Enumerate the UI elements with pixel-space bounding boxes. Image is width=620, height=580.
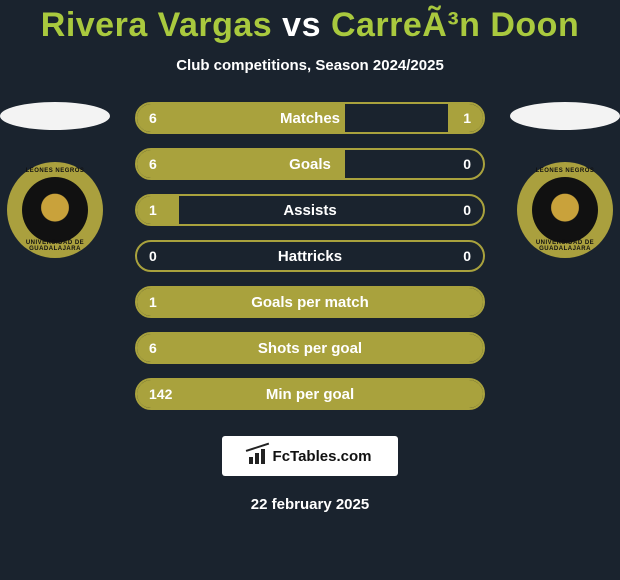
brand-text: FcTables.com [273, 448, 372, 465]
stat-value-left: 6 [149, 110, 157, 126]
stat-label: Goals [289, 156, 331, 173]
stat-label: Goals per match [251, 294, 369, 311]
club-left-name-top: LEONES NEGROS [7, 168, 103, 174]
lion-icon [31, 186, 79, 234]
player-right-column: LEONES NEGROS UNIVERSIDAD DE GUADALAJARA [510, 102, 620, 258]
brand-box: FcTables.com [222, 436, 398, 476]
comparison-content: LEONES NEGROS UNIVERSIDAD DE GUADALAJARA… [0, 102, 620, 410]
stat-value-right: 1 [463, 110, 471, 126]
stat-row: 1 Goals per match [135, 286, 485, 318]
stat-label: Assists [283, 202, 336, 219]
stat-row: 6 Shots per goal [135, 332, 485, 364]
lion-icon [541, 186, 589, 234]
stat-value-left: 142 [149, 386, 172, 402]
player-left-column: LEONES NEGROS UNIVERSIDAD DE GUADALAJARA [0, 102, 110, 258]
player-left-club-badge: LEONES NEGROS UNIVERSIDAD DE GUADALAJARA [7, 162, 103, 258]
stat-value-left: 0 [149, 248, 157, 264]
club-left-name-bot: UNIVERSIDAD DE GUADALAJARA [7, 240, 103, 252]
club-right-name-bot: UNIVERSIDAD DE GUADALAJARA [517, 240, 613, 252]
title-vs: vs [282, 6, 321, 44]
page-title: Rivera Vargas vs CarreÃ³n Doon [0, 0, 620, 45]
stat-row: 1 Assists 0 [135, 194, 485, 226]
stat-value-right: 0 [463, 248, 471, 264]
stat-value-left: 1 [149, 202, 157, 218]
player-right-silhouette [510, 102, 620, 130]
stat-value-left: 6 [149, 156, 157, 172]
title-player-right: CarreÃ³n Doon [331, 6, 579, 44]
stat-row: 6 Goals 0 [135, 148, 485, 180]
stat-label: Matches [280, 110, 340, 127]
stat-fill-left [137, 196, 179, 224]
stat-row: 6 Matches 1 [135, 102, 485, 134]
stat-label: Min per goal [266, 386, 354, 403]
date-label: 22 february 2025 [0, 496, 620, 513]
stat-row: 0 Hattricks 0 [135, 240, 485, 272]
club-right-name-top: LEONES NEGROS [517, 168, 613, 174]
stat-value-left: 1 [149, 294, 157, 310]
bar-chart-icon [249, 448, 269, 464]
player-left-silhouette [0, 102, 110, 130]
stat-value-right: 0 [463, 202, 471, 218]
stat-label: Shots per goal [258, 340, 362, 357]
subtitle: Club competitions, Season 2024/2025 [0, 57, 620, 74]
stat-value-right: 0 [463, 156, 471, 172]
player-right-club-badge: LEONES NEGROS UNIVERSIDAD DE GUADALAJARA [517, 162, 613, 258]
stat-label: Hattricks [278, 248, 342, 265]
stats-list: 6 Matches 1 6 Goals 0 1 Assists 0 0 Hattricks 0 1 Goa… [135, 102, 485, 410]
stat-value-left: 6 [149, 340, 157, 356]
stat-row: 142 Min per goal [135, 378, 485, 410]
title-player-left: Rivera Vargas [41, 6, 272, 44]
